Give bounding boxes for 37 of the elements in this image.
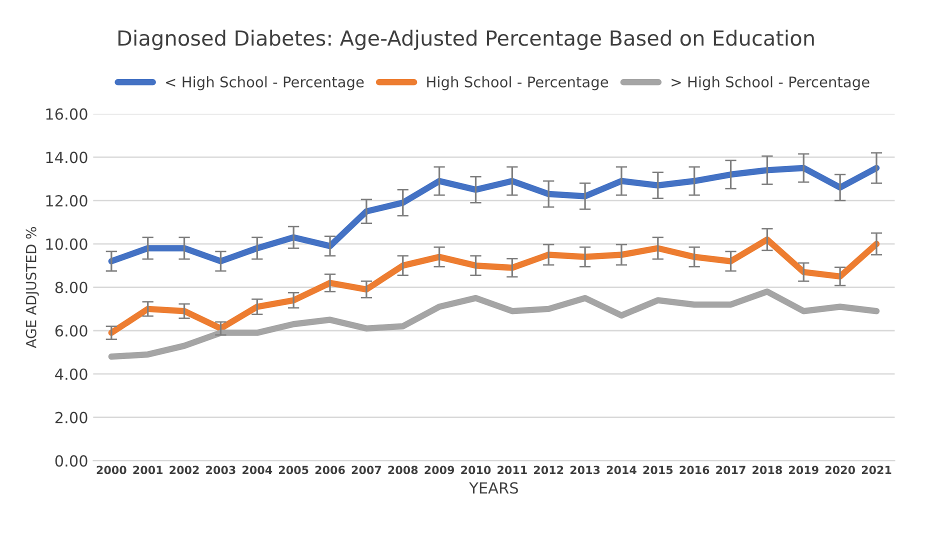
y-tick-label: 14.00 bbox=[46, 152, 88, 164]
legend-label: High School - Percentage bbox=[427, 76, 608, 90]
x-tick-label: 2007 bbox=[352, 466, 382, 474]
y-tick-label: 12.00 bbox=[46, 195, 88, 207]
x-tick-label: 2012 bbox=[534, 466, 564, 474]
x-tick-label: 2017 bbox=[716, 466, 746, 474]
chart-title: Diagnosed Diabetes: Age-Adjusted Percentage Based on Education bbox=[118, 30, 814, 50]
x-tick-label: 2000 bbox=[96, 466, 126, 474]
y-tick-label: 0.00 bbox=[55, 455, 88, 467]
x-tick-label: 2011 bbox=[498, 466, 527, 474]
x-tick-label: 2015 bbox=[643, 466, 673, 474]
x-tick-label: 2018 bbox=[752, 466, 782, 474]
y-tick-label: 2.00 bbox=[55, 412, 88, 424]
x-tick-label: 2005 bbox=[278, 466, 308, 474]
x-axis-title: YEARS bbox=[469, 482, 518, 494]
x-tick-label: 2008 bbox=[388, 466, 418, 474]
y-tick-label: 10.00 bbox=[46, 238, 88, 250]
y-tick-label: 6.00 bbox=[55, 325, 88, 337]
legend-label: > High School - Percentage bbox=[672, 76, 870, 90]
x-tick-label: 2014 bbox=[606, 466, 636, 474]
x-tick-label: 2001 bbox=[133, 466, 163, 474]
y-tick-label: 8.00 bbox=[55, 282, 88, 294]
x-tick-label: 2019 bbox=[789, 466, 818, 474]
x-tick-label: 2016 bbox=[680, 466, 710, 474]
x-tick-label: 2009 bbox=[424, 466, 454, 474]
x-tick-label: 2020 bbox=[825, 466, 855, 474]
y-tick-label: 4.00 bbox=[55, 368, 88, 380]
y-tick-label: 16.00 bbox=[46, 108, 88, 120]
x-tick-label: 2003 bbox=[206, 466, 236, 474]
x-tick-label: 2002 bbox=[170, 466, 199, 474]
x-tick-label: 2004 bbox=[242, 466, 272, 474]
x-tick-label: 2006 bbox=[315, 466, 345, 474]
legend-label: < High School - Percentage bbox=[166, 76, 364, 90]
y-axis-title: AGE ADJUSTED % bbox=[26, 227, 39, 348]
x-tick-label: 2010 bbox=[461, 466, 491, 474]
x-tick-label: 2013 bbox=[570, 466, 600, 474]
x-tick-label: 2021 bbox=[862, 466, 892, 474]
